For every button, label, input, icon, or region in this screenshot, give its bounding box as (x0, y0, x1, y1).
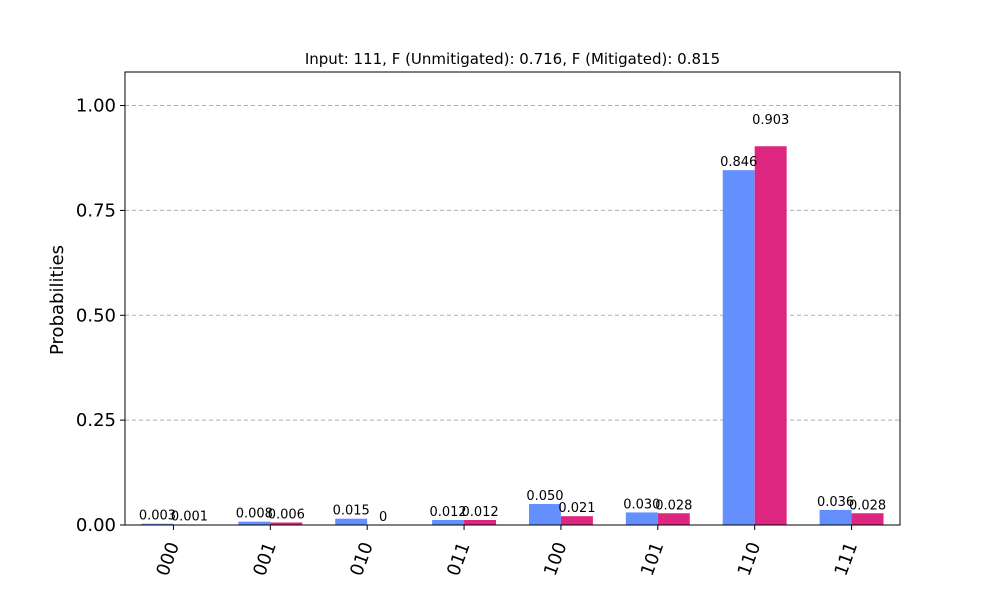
y-tick-label: 0.75 (76, 200, 116, 221)
bar-value-label: 0.028 (655, 498, 692, 513)
chart-title: Input: 111, F (Unmitigated): 0.716, F (M… (305, 50, 720, 68)
y-tick-label: 0.00 (76, 515, 116, 536)
bar-value-label: 0 (379, 510, 387, 525)
bar (335, 519, 367, 525)
bar (723, 170, 755, 525)
bar (626, 512, 658, 525)
bar (238, 522, 270, 525)
bar (529, 504, 561, 525)
bar (432, 520, 464, 525)
bar (852, 513, 884, 525)
bar (561, 516, 593, 525)
bar-value-label: 0.001 (171, 510, 208, 525)
bar-value-label: 0.028 (849, 498, 886, 513)
bar (464, 520, 496, 525)
bar-value-label: 0.015 (333, 504, 370, 519)
bar (658, 513, 690, 525)
y-axis-label: Probabilities (47, 245, 68, 355)
y-tick-label: 1.00 (76, 96, 116, 117)
bar-value-label: 0.846 (720, 155, 757, 170)
bar (755, 146, 787, 525)
y-tick-label: 0.50 (76, 305, 116, 326)
bar-value-label: 0.021 (558, 501, 595, 516)
bar-value-label: 0.903 (752, 113, 789, 128)
y-tick-label: 0.25 (76, 410, 116, 431)
bar-value-label: 0.012 (461, 505, 498, 520)
bar-value-label: 0.006 (268, 507, 305, 522)
bar (820, 510, 852, 525)
